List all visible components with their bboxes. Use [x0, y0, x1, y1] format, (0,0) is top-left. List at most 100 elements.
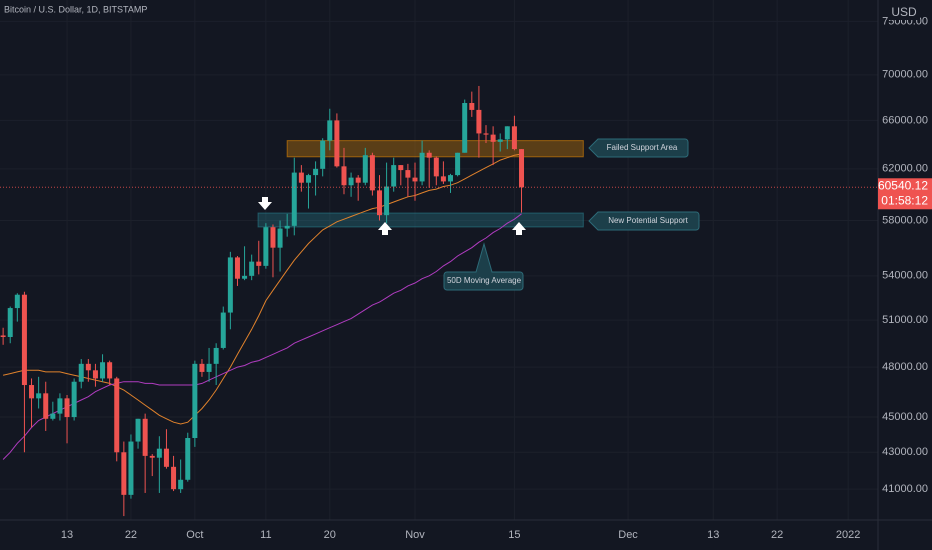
candle-body	[263, 227, 269, 266]
candle-body	[192, 363, 198, 438]
candle-body	[7, 308, 13, 338]
x-tick-label: Dec	[618, 529, 638, 541]
candle-body	[149, 455, 155, 458]
callout-text: Failed Support Area	[607, 143, 678, 152]
y-tick-label: 45000.00	[882, 411, 928, 423]
candle-body	[64, 398, 70, 418]
y-tick-label: 62000.00	[882, 163, 928, 175]
candle-body	[433, 157, 439, 177]
x-tick-label: Nov	[405, 529, 425, 541]
candle-body	[256, 261, 262, 266]
y-tick-label: 70000.00	[882, 69, 928, 81]
y-tick-label: 58000.00	[882, 214, 928, 226]
moving-average-line	[2, 213, 522, 460]
candle-body	[114, 378, 120, 453]
y-tick-label: 66000.00	[882, 114, 928, 126]
x-tick-label: 20	[324, 529, 336, 541]
candle-body	[398, 165, 404, 171]
zone	[257, 212, 584, 228]
candle-body	[270, 227, 276, 248]
candle-body	[462, 102, 468, 153]
y-tick-label: 41000.00	[882, 483, 928, 495]
candle-body	[313, 168, 319, 176]
candle-body	[199, 363, 205, 372]
candle-body	[497, 139, 503, 142]
candle-body	[355, 177, 361, 183]
candle-body	[341, 166, 347, 186]
candle-body	[490, 134, 496, 142]
candle-body	[277, 228, 283, 248]
candle-body	[476, 109, 482, 134]
candle-body	[426, 152, 432, 158]
x-tick-label: Oct	[186, 529, 203, 541]
candle-body	[156, 448, 162, 458]
candle-body	[78, 363, 84, 382]
x-tick-label: 11	[260, 529, 271, 541]
candle-body	[405, 170, 411, 178]
callout-box	[588, 211, 700, 231]
candle-body	[384, 186, 390, 216]
callout-text: New Potential Support	[608, 216, 688, 225]
candle-body	[419, 152, 425, 182]
candle-body	[71, 381, 77, 418]
candle-body	[57, 398, 63, 414]
overlay: Failed Support Area New Potential Suppor…	[0, 138, 878, 291]
axes: 41000.00 43000.00 45000.00 48000.00 51000.00…	[61, 15, 932, 541]
candle-body	[128, 441, 134, 495]
candle-body	[469, 102, 475, 110]
candle-body	[412, 177, 418, 182]
x-tick-label: 13	[61, 529, 73, 541]
callout-text: 50D Moving Average	[447, 276, 522, 285]
last-price-label: 60540.12	[878, 178, 928, 192]
moving-average-line	[2, 153, 522, 425]
candle-body	[21, 294, 27, 386]
candle-body	[178, 479, 184, 490]
candle-body	[0, 335, 6, 338]
candle-body	[14, 294, 20, 309]
candle-body	[100, 362, 106, 379]
candle-body	[135, 418, 141, 442]
countdown-label: 01:58:12	[881, 193, 928, 207]
candle-body	[284, 225, 290, 229]
candles	[0, 85, 525, 517]
candle-body	[305, 175, 311, 183]
zone	[286, 140, 584, 158]
chart-title: Bitcoin / U.S. Dollar, 1D, BITSTAMP	[4, 4, 147, 14]
y-tick-label: 51000.00	[882, 314, 928, 326]
candle-body	[291, 172, 297, 226]
candle-body	[320, 140, 326, 169]
candle-body	[334, 120, 340, 167]
currency: USD	[891, 5, 917, 19]
up-arrow	[512, 222, 526, 235]
candle-body	[43, 393, 49, 419]
y-tick-label: 48000.00	[882, 361, 928, 373]
candle-body	[171, 466, 177, 490]
candle-body	[511, 126, 517, 150]
candle-body	[107, 362, 113, 379]
candle-body	[29, 385, 35, 399]
candle-body	[376, 190, 382, 216]
candle-body	[142, 418, 148, 456]
candle-body	[220, 312, 226, 348]
candle-body	[227, 257, 233, 313]
candle-body	[327, 120, 333, 141]
x-tick-label: 15	[508, 529, 520, 541]
candle-body	[92, 370, 98, 379]
x-tick-label: 13	[707, 529, 719, 541]
last-price-box	[878, 178, 932, 210]
candle-body	[163, 448, 169, 467]
candle-body	[298, 172, 304, 183]
candle-body	[362, 155, 368, 183]
candle-body	[448, 175, 454, 182]
y-tick-label: 54000.00	[882, 270, 928, 282]
candle-body	[185, 437, 191, 480]
currency-bg	[888, 4, 920, 20]
candle-body	[440, 176, 446, 182]
candle-body	[85, 363, 91, 371]
callout-box	[443, 242, 524, 291]
candle-body	[121, 452, 127, 495]
x-tick-label: 22	[771, 529, 783, 541]
candle-body	[483, 133, 489, 135]
x-tick-label: 22	[125, 529, 137, 541]
